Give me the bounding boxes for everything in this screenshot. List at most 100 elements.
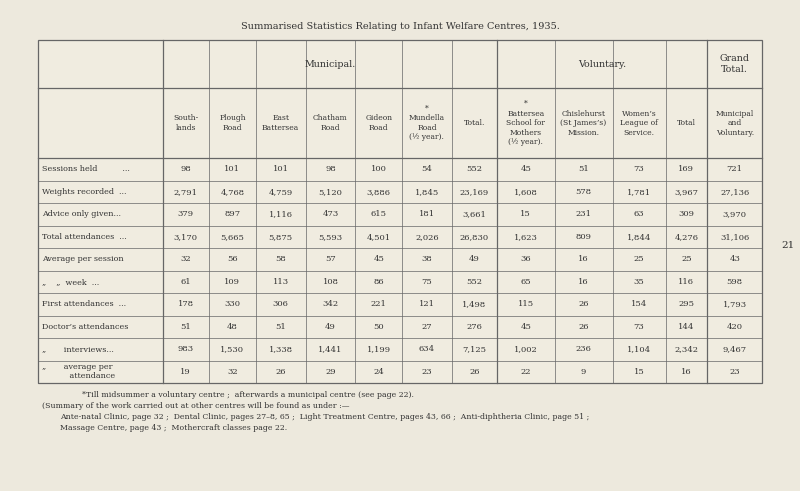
Text: 51: 51	[275, 323, 286, 331]
Text: Chatham
Road: Chatham Road	[313, 114, 348, 132]
Text: 45: 45	[374, 255, 384, 263]
Text: 1,338: 1,338	[269, 345, 293, 353]
Text: 5,120: 5,120	[318, 188, 342, 196]
Text: 309: 309	[678, 210, 694, 218]
Text: 23,169: 23,169	[460, 188, 489, 196]
Text: 2,026: 2,026	[415, 233, 438, 241]
Text: 1,116: 1,116	[269, 210, 293, 218]
Text: 1,199: 1,199	[366, 345, 390, 353]
Text: 26,830: 26,830	[460, 233, 489, 241]
Text: 1,845: 1,845	[414, 188, 439, 196]
Text: 154: 154	[631, 300, 647, 308]
Text: 2,791: 2,791	[174, 188, 198, 196]
Text: 306: 306	[273, 300, 289, 308]
Text: 634: 634	[419, 345, 435, 353]
Text: 56: 56	[227, 255, 238, 263]
Text: 45: 45	[520, 323, 531, 331]
Text: 51: 51	[181, 323, 191, 331]
Text: 22: 22	[521, 368, 531, 376]
Text: 35: 35	[634, 278, 645, 286]
Text: 4,276: 4,276	[674, 233, 698, 241]
Text: East
Battersea: East Battersea	[262, 114, 299, 132]
Text: Total: Total	[677, 119, 696, 127]
Text: *Till midsummer a voluntary centre ;  afterwards a municipal centre (see page 22: *Till midsummer a voluntary centre ; aft…	[82, 391, 414, 399]
Text: 51: 51	[578, 165, 589, 173]
Text: 276: 276	[466, 323, 482, 331]
Text: 379: 379	[178, 210, 194, 218]
Text: 24: 24	[374, 368, 384, 376]
Text: Municipal
and
Voluntary.: Municipal and Voluntary.	[715, 109, 754, 136]
Text: *
Mundella
Road
(½ year).: * Mundella Road (½ year).	[409, 105, 445, 141]
Text: 2,342: 2,342	[674, 345, 698, 353]
Text: 23: 23	[422, 368, 432, 376]
Text: 49: 49	[325, 323, 336, 331]
Text: 101: 101	[225, 165, 241, 173]
Bar	[38, 40, 762, 383]
Text: Average per session: Average per session	[42, 255, 124, 263]
Text: 295: 295	[678, 300, 694, 308]
Text: 983: 983	[178, 345, 194, 353]
Text: 50: 50	[374, 323, 384, 331]
Text: 420: 420	[726, 323, 742, 331]
Text: „       average per
           attendance: „ average per attendance	[42, 363, 115, 381]
Text: 49: 49	[469, 255, 480, 263]
Text: Total attendances  ...: Total attendances ...	[42, 233, 126, 241]
Text: Total.: Total.	[464, 119, 485, 127]
Text: 5,593: 5,593	[318, 233, 342, 241]
Text: 598: 598	[726, 278, 742, 286]
Text: 4,501: 4,501	[366, 233, 390, 241]
Text: 1,104: 1,104	[627, 345, 651, 353]
Text: 75: 75	[422, 278, 432, 286]
Text: 25: 25	[681, 255, 692, 263]
Text: 9: 9	[581, 368, 586, 376]
Text: 113: 113	[273, 278, 289, 286]
Text: 57: 57	[325, 255, 336, 263]
Text: 16: 16	[578, 255, 589, 263]
Text: (Summary of the work carried out at other centres will be found as under :—: (Summary of the work carried out at othe…	[42, 402, 350, 410]
Text: 26: 26	[578, 300, 589, 308]
Text: 27,136: 27,136	[720, 188, 750, 196]
Text: Municipal.: Municipal.	[304, 59, 355, 69]
Text: 100: 100	[370, 165, 386, 173]
Text: 578: 578	[575, 188, 592, 196]
Text: 109: 109	[225, 278, 241, 286]
Text: 1,441: 1,441	[318, 345, 342, 353]
Text: 27: 27	[422, 323, 432, 331]
Text: 3,661: 3,661	[462, 210, 486, 218]
Text: 181: 181	[419, 210, 435, 218]
Text: 552: 552	[466, 165, 482, 173]
Text: 98: 98	[181, 165, 191, 173]
Text: 101: 101	[273, 165, 289, 173]
Text: 330: 330	[225, 300, 241, 308]
Text: 25: 25	[634, 255, 644, 263]
Text: 26: 26	[578, 323, 589, 331]
Text: 65: 65	[521, 278, 531, 286]
Text: 169: 169	[678, 165, 694, 173]
Text: 23: 23	[730, 368, 740, 376]
Text: Summarised Statistics Relating to Infant Welfare Centres, 1935.: Summarised Statistics Relating to Infant…	[241, 22, 559, 31]
Text: 98: 98	[325, 165, 336, 173]
Text: 342: 342	[322, 300, 338, 308]
Text: 3,886: 3,886	[366, 188, 390, 196]
Text: 26: 26	[275, 368, 286, 376]
Text: 1,530: 1,530	[221, 345, 245, 353]
Text: 5,665: 5,665	[221, 233, 244, 241]
Text: 473: 473	[322, 210, 338, 218]
Text: 58: 58	[275, 255, 286, 263]
Text: Massage Centre, page 43 ;  Mothercraft classes page 22.: Massage Centre, page 43 ; Mothercraft cl…	[60, 424, 287, 432]
Text: 45: 45	[520, 165, 531, 173]
Text: 108: 108	[322, 278, 338, 286]
Text: 809: 809	[576, 233, 592, 241]
Text: 3,170: 3,170	[174, 233, 198, 241]
Text: Ante-natal Clinic, page 32 ;  Dental Clinic, pages 27–8, 65 ;  Light Treatment C: Ante-natal Clinic, page 32 ; Dental Clin…	[60, 413, 590, 421]
Text: 9,467: 9,467	[722, 345, 746, 353]
Text: 73: 73	[634, 165, 645, 173]
Text: Voluntary.: Voluntary.	[578, 59, 626, 69]
Text: 31,106: 31,106	[720, 233, 750, 241]
Text: 32: 32	[181, 255, 191, 263]
Text: 15: 15	[634, 368, 645, 376]
Text: 21: 21	[782, 241, 794, 250]
Text: 63: 63	[634, 210, 644, 218]
Text: 15: 15	[520, 210, 531, 218]
Text: 48: 48	[227, 323, 238, 331]
